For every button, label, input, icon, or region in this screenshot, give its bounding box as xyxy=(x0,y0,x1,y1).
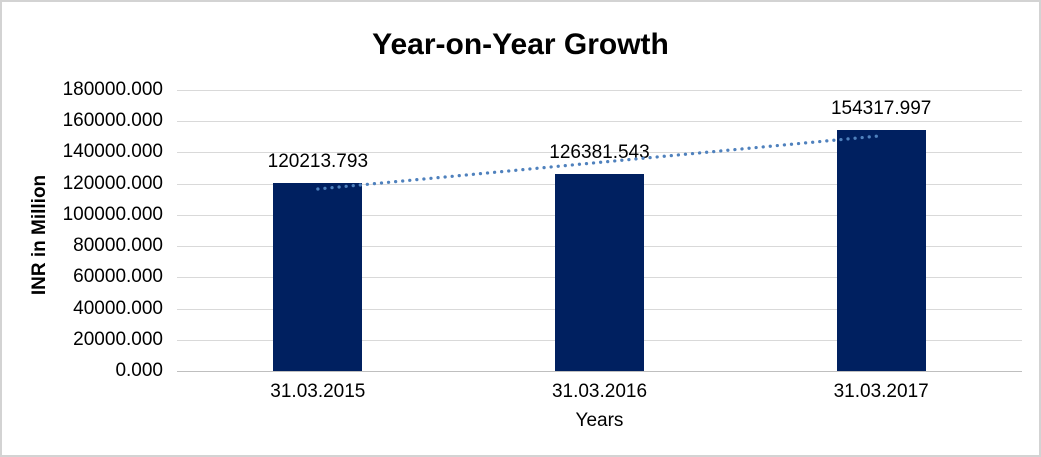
data-label: 120213.793 xyxy=(267,151,369,173)
y-axis-tick-label: 80000.000 xyxy=(73,235,163,257)
bar xyxy=(836,130,926,371)
y-axis-tick-label: 40000.000 xyxy=(73,297,163,319)
data-label: 154317.997 xyxy=(830,98,932,120)
y-axis-tick-label: 120000.000 xyxy=(62,172,163,194)
y-axis-tick-label: 160000.000 xyxy=(62,110,163,132)
y-axis-tick-label: 100000.000 xyxy=(62,203,163,225)
x-axis-line xyxy=(177,371,1022,372)
x-axis-tick-label: 31.03.2017 xyxy=(833,381,929,402)
gridline xyxy=(177,90,1022,91)
chart-title: Year-on-Year Growth xyxy=(372,28,669,61)
plot-area xyxy=(177,90,1022,372)
y-axis-tick-label: 20000.000 xyxy=(73,328,163,350)
x-axis-tick-label: 31.03.2015 xyxy=(270,381,366,402)
y-axis-tick-label: 60000.000 xyxy=(73,266,163,288)
y-axis-tick-label: 0.000 xyxy=(115,360,163,381)
y-axis-tick-label: 180000.000 xyxy=(62,79,163,100)
bar xyxy=(273,183,363,371)
x-axis-title: Years xyxy=(575,410,624,431)
y-axis-tick-label: 140000.000 xyxy=(62,141,163,163)
x-axis-tick-label: 31.03.2016 xyxy=(551,381,648,402)
data-label: 126381.543 xyxy=(549,141,650,163)
gridline xyxy=(177,121,1022,123)
bar xyxy=(555,173,644,371)
